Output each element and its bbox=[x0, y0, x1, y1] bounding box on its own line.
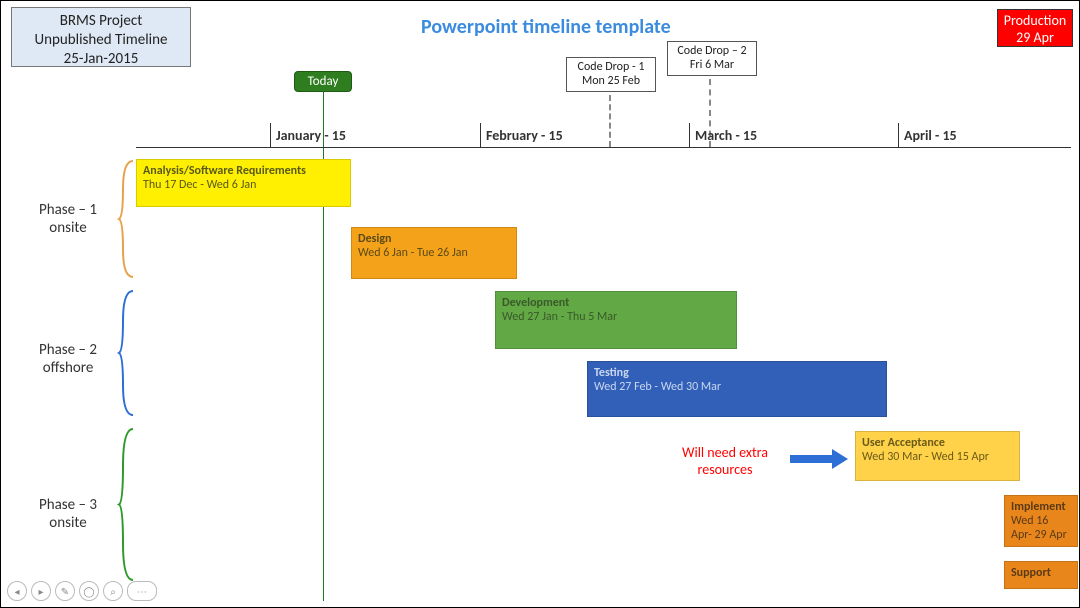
prev-slide-button[interactable]: ◂ bbox=[7, 581, 27, 601]
month-tick bbox=[898, 123, 899, 147]
task-dates: Wed 27 Feb - Wed 30 Mar bbox=[594, 380, 880, 394]
phase-line1: Phase – 3 bbox=[39, 496, 97, 514]
task-bar[interactable]: User AcceptanceWed 30 Mar - Wed 15 Apr bbox=[855, 431, 1020, 481]
callout-line1: Code Drop – 2 bbox=[677, 44, 746, 58]
month-label: March - 15 bbox=[695, 127, 757, 144]
annotation-arrow bbox=[790, 447, 848, 476]
month-tick bbox=[689, 123, 690, 147]
task-bar[interactable]: TestingWed 27 Feb - Wed 30 Mar bbox=[587, 361, 887, 417]
phase-brace bbox=[117, 159, 135, 284]
task-bar[interactable]: ImplementWed 16 Apr- 29 Apr bbox=[1004, 495, 1078, 547]
task-bar[interactable]: Analysis/Software RequirementsThu 17 Dec… bbox=[136, 159, 351, 207]
task-title: Implement bbox=[1011, 500, 1071, 514]
phase-line1: Phase – 1 bbox=[39, 201, 97, 219]
phase-label: Phase – 2offshore bbox=[21, 341, 115, 377]
phase-label: Phase – 1onsite bbox=[21, 201, 115, 237]
callout-line2: Fri 6 Mar bbox=[690, 58, 734, 72]
month-label: April - 15 bbox=[904, 127, 957, 144]
marker-button[interactable]: ◯ bbox=[79, 581, 99, 601]
production-badge: Production29 Apr bbox=[997, 9, 1073, 47]
phase-line1: Phase – 2 bbox=[39, 341, 97, 359]
task-bar[interactable]: DevelopmentWed 27 Jan - Thu 5 Mar bbox=[495, 291, 737, 349]
project-line2: Unpublished Timeline bbox=[35, 31, 168, 49]
task-dates: Thu 17 Dec - Wed 6 Jan bbox=[143, 178, 344, 192]
today-marker: Today bbox=[294, 71, 352, 92]
task-title: Design bbox=[358, 232, 510, 246]
task-title: Testing bbox=[594, 366, 880, 380]
callout-box: Code Drop - 1Mon 25 Feb bbox=[566, 57, 656, 92]
callout-line bbox=[609, 95, 611, 147]
month-tick bbox=[480, 123, 481, 147]
month-tick bbox=[270, 123, 271, 147]
zoom-button[interactable]: ⌕ bbox=[103, 581, 123, 601]
production-line2: 29 Apr bbox=[1016, 29, 1054, 46]
task-dates: Wed 6 Jan - Tue 26 Jan bbox=[358, 246, 510, 260]
callout-line2: Mon 25 Feb bbox=[582, 74, 640, 88]
note-line2: resources bbox=[698, 461, 753, 478]
phase-brace bbox=[117, 427, 135, 587]
month-label: February - 15 bbox=[486, 127, 563, 144]
project-line1: BRMS Project bbox=[60, 12, 142, 30]
phase-brace bbox=[117, 289, 135, 422]
task-dates: Wed 30 Mar - Wed 15 Apr bbox=[862, 450, 1013, 464]
slideshow-controls: ◂▸✎◯⌕⋯ bbox=[7, 581, 157, 601]
task-bar[interactable]: DesignWed 6 Jan - Tue 26 Jan bbox=[351, 227, 517, 279]
month-label: January - 15 bbox=[276, 127, 346, 144]
pen-button[interactable]: ✎ bbox=[55, 581, 75, 601]
task-bar[interactable]: Support bbox=[1004, 561, 1078, 589]
next-slide-button[interactable]: ▸ bbox=[31, 581, 51, 601]
brace-icon bbox=[117, 427, 135, 582]
arrow-icon bbox=[790, 447, 848, 471]
task-title: Development bbox=[502, 296, 730, 310]
project-line3: 25-Jan-2015 bbox=[64, 50, 139, 68]
project-info-box: BRMS ProjectUnpublished Timeline25-Jan-2… bbox=[11, 7, 191, 67]
production-line1: Production bbox=[1004, 12, 1066, 29]
task-dates: Wed 27 Jan - Thu 5 Mar bbox=[502, 310, 730, 324]
callout-line1: Code Drop - 1 bbox=[578, 60, 645, 74]
task-title: Support bbox=[1011, 566, 1071, 580]
phase-line2: onsite bbox=[49, 514, 86, 532]
page-title: Powerpoint timeline template bbox=[421, 15, 671, 39]
phase-label: Phase – 3onsite bbox=[21, 496, 115, 532]
slide-options-button[interactable]: ⋯ bbox=[127, 581, 157, 601]
note-line1: Will need extra bbox=[682, 444, 768, 461]
task-dates: Wed 16 Apr- 29 Apr bbox=[1011, 514, 1071, 542]
brace-icon bbox=[117, 289, 135, 417]
phase-line2: offshore bbox=[43, 359, 94, 377]
time-axis bbox=[136, 147, 1071, 148]
task-title: User Acceptance bbox=[862, 436, 1013, 450]
annotation-text: Will need extraresources bbox=[665, 445, 785, 479]
callout-box: Code Drop – 2Fri 6 Mar bbox=[667, 41, 757, 76]
phase-line2: onsite bbox=[49, 219, 86, 237]
task-title: Analysis/Software Requirements bbox=[143, 164, 344, 178]
brace-icon bbox=[117, 159, 135, 279]
